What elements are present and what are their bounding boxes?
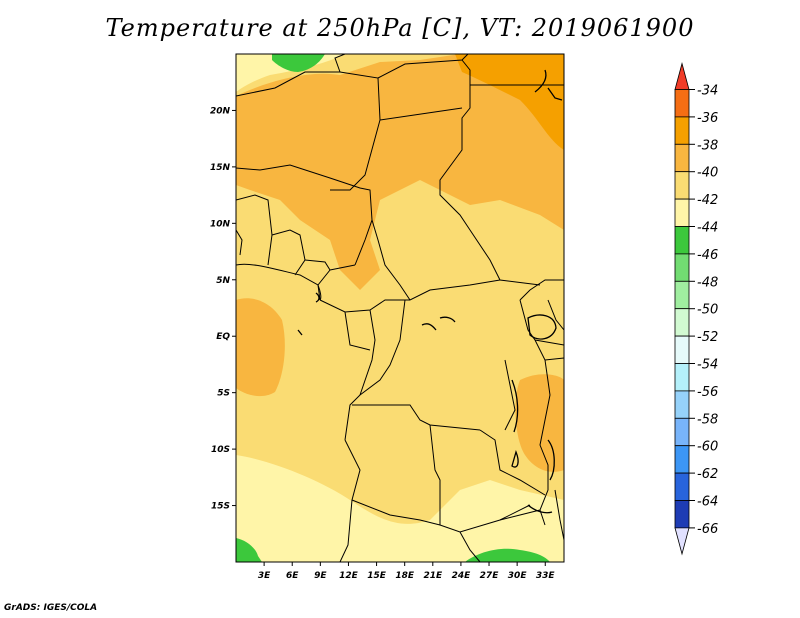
colorbar-swatch	[674, 171, 690, 200]
x-axis: 3E 6E 9E 12E 15E 18E 21E 24E 27E 30E 33E	[258, 562, 556, 581]
x-tick-label: 9E	[314, 571, 327, 581]
temperature-field	[236, 54, 564, 562]
field-region-38-36	[455, 54, 564, 150]
colorbar: -34 -36 -38 -40 -42 -44 -46 -48 -50 -52 -54 -56 -58 -…	[674, 61, 718, 556]
colorbar-swatch	[674, 226, 690, 255]
country-borders	[236, 54, 564, 562]
x-tick-label: 21E	[423, 571, 443, 581]
y-tick-label: 5N	[216, 276, 230, 286]
x-tick-label: 12E	[339, 571, 359, 581]
colorbar-label: -58	[697, 412, 718, 427]
field-region-46-44-southwest	[236, 538, 262, 562]
colorbar-label: -38	[697, 138, 718, 153]
x-tick-label: 33E	[536, 571, 556, 581]
colorbar-label: -56	[697, 385, 718, 400]
colorbar-label: -60	[697, 440, 718, 455]
x-tick-label: 30E	[508, 571, 528, 581]
colorbar-label: -44	[697, 221, 718, 236]
colorbar-swatch	[674, 363, 690, 392]
field-region-44-42-north	[236, 54, 345, 92]
colorbar-swatch	[674, 198, 690, 227]
field-region-40-38	[236, 54, 564, 290]
colorbar-label: -62	[697, 467, 718, 482]
colorbar-swatch	[674, 472, 690, 501]
colorbar-swatch	[674, 89, 690, 118]
colorbar-label: -64	[697, 495, 718, 510]
colorbar-label: -40	[697, 166, 718, 181]
x-tick-label: 27E	[480, 571, 500, 581]
colorbar-label: -46	[697, 248, 718, 263]
y-tick-label: 10S	[211, 445, 230, 455]
colorbar-label: -42	[697, 193, 718, 208]
colorbar-label: -54	[697, 358, 718, 373]
y-tick-label: 10N	[210, 219, 231, 229]
map-title: Temperature at 250hPa [C], VT: 201906190…	[105, 14, 695, 42]
colorbar-label: -34	[697, 84, 718, 99]
x-tick-label: 18E	[395, 571, 415, 581]
colorbar-swatch	[674, 308, 690, 337]
colorbar-label: -48	[697, 275, 718, 290]
y-tick-label: 20N	[210, 106, 231, 116]
colorbar-swatch	[674, 280, 690, 310]
colorbar-label: -66	[697, 522, 718, 537]
colorbar-swatch	[674, 143, 690, 173]
x-tick-label: 24E	[452, 571, 472, 581]
y-tick-label: 5S	[217, 389, 230, 399]
x-tick-label: 15E	[367, 571, 387, 581]
colorbar-swatch	[674, 253, 690, 282]
colorbar-top-arrow	[674, 61, 690, 90]
colorbar-label: -50	[697, 303, 718, 318]
y-tick-label: 15N	[210, 163, 231, 173]
y-tick-label: 15S	[211, 502, 230, 512]
colorbar-swatch	[674, 417, 690, 447]
colorbar-swatch	[674, 116, 690, 145]
x-tick-label: 6E	[286, 571, 299, 581]
lake-outlines	[297, 69, 563, 514]
colorbar-swatch	[674, 335, 690, 364]
colorbar-bottom-arrow	[674, 527, 690, 556]
field-region-46-44-southeast	[465, 548, 550, 562]
colorbar-swatch	[674, 500, 690, 529]
field-region-46-44-north	[272, 54, 325, 72]
field-region-40-38-west	[236, 298, 285, 397]
colorbar-label: -36	[697, 111, 718, 126]
colorbar-label: -52	[697, 330, 718, 345]
y-tick-label: EQ	[216, 332, 230, 342]
field-region-44-42-south	[236, 455, 564, 562]
map-frame	[235, 53, 565, 563]
x-tick-label: 3E	[258, 571, 271, 581]
y-axis: 20N 15N 10N 5N EQ 5S 10S 15S	[210, 106, 236, 512]
colorbar-swatch	[674, 445, 690, 474]
footer-credit: GrADS: IGES/COLA	[4, 603, 98, 613]
colorbar-swatch	[674, 390, 690, 419]
